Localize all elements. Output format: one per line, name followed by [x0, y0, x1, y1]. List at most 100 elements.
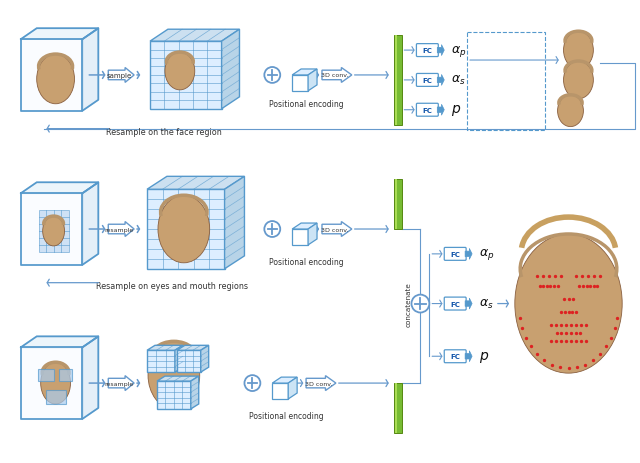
Text: Positional encoding: Positional encoding: [269, 100, 344, 108]
Polygon shape: [175, 345, 183, 372]
Polygon shape: [322, 69, 352, 83]
Text: Resample on eyes and mouth regions: Resample on eyes and mouth regions: [97, 282, 248, 291]
Polygon shape: [437, 75, 444, 86]
Text: FC: FC: [422, 107, 432, 113]
Bar: [467, 33, 545, 130]
Bar: [395, 36, 397, 125]
FancyBboxPatch shape: [444, 350, 466, 363]
Bar: [394, 383, 401, 433]
Text: resample: resample: [104, 381, 134, 386]
Polygon shape: [38, 369, 54, 381]
Text: concatenate: concatenate: [406, 282, 412, 326]
Text: 3D conv.: 3D conv.: [305, 381, 333, 386]
FancyBboxPatch shape: [417, 74, 438, 87]
Text: $p$: $p$: [479, 349, 489, 364]
Polygon shape: [83, 337, 99, 419]
Text: $p$: $p$: [451, 103, 461, 118]
Polygon shape: [45, 390, 65, 405]
Polygon shape: [292, 224, 317, 230]
Text: $\alpha_s$: $\alpha_s$: [479, 297, 493, 311]
Polygon shape: [288, 377, 297, 399]
Polygon shape: [157, 381, 191, 409]
Polygon shape: [465, 249, 472, 260]
Ellipse shape: [36, 55, 74, 105]
Ellipse shape: [515, 234, 622, 373]
Polygon shape: [108, 376, 134, 391]
Polygon shape: [21, 40, 83, 112]
Polygon shape: [21, 29, 99, 40]
Polygon shape: [306, 376, 336, 391]
Text: FC: FC: [451, 301, 460, 307]
FancyBboxPatch shape: [417, 44, 438, 57]
Bar: [394, 180, 401, 230]
Bar: [394, 36, 401, 125]
Polygon shape: [150, 42, 221, 110]
Polygon shape: [292, 230, 308, 245]
Ellipse shape: [165, 53, 195, 91]
Polygon shape: [437, 45, 444, 56]
Ellipse shape: [564, 62, 593, 100]
Text: FC: FC: [422, 78, 432, 84]
Text: resample: resample: [104, 227, 134, 232]
Polygon shape: [157, 376, 199, 381]
Polygon shape: [292, 70, 317, 76]
Text: FC: FC: [422, 48, 432, 54]
Polygon shape: [108, 69, 134, 83]
Polygon shape: [465, 299, 472, 309]
Bar: [395, 383, 397, 433]
Circle shape: [412, 295, 429, 313]
Polygon shape: [308, 224, 317, 245]
Polygon shape: [147, 350, 175, 372]
Text: Positional encoding: Positional encoding: [249, 411, 323, 420]
Polygon shape: [308, 70, 317, 92]
Text: FC: FC: [451, 353, 460, 359]
Polygon shape: [177, 350, 201, 372]
Polygon shape: [272, 383, 288, 399]
Bar: [395, 180, 397, 230]
Circle shape: [244, 375, 260, 391]
Polygon shape: [59, 369, 72, 381]
Text: FC: FC: [451, 251, 460, 257]
Polygon shape: [147, 345, 183, 350]
Polygon shape: [21, 183, 99, 194]
FancyBboxPatch shape: [444, 248, 466, 261]
Ellipse shape: [557, 96, 584, 127]
Polygon shape: [147, 190, 225, 269]
Polygon shape: [272, 377, 297, 383]
Ellipse shape: [41, 363, 70, 404]
Text: Resample on the face region: Resample on the face region: [106, 128, 222, 137]
Ellipse shape: [158, 196, 210, 263]
Text: 3D conv.: 3D conv.: [321, 73, 349, 78]
Text: $\alpha_p$: $\alpha_p$: [479, 247, 495, 262]
Text: Positional encoding: Positional encoding: [269, 257, 344, 266]
Polygon shape: [83, 29, 99, 112]
Ellipse shape: [43, 217, 65, 246]
Polygon shape: [437, 105, 444, 116]
FancyBboxPatch shape: [444, 297, 466, 310]
Polygon shape: [201, 345, 209, 372]
Text: $\alpha_s$: $\alpha_s$: [451, 74, 466, 87]
Polygon shape: [21, 194, 83, 265]
FancyBboxPatch shape: [417, 104, 438, 117]
Polygon shape: [225, 177, 244, 269]
Circle shape: [264, 222, 280, 238]
Polygon shape: [83, 183, 99, 265]
Circle shape: [264, 68, 280, 84]
Ellipse shape: [564, 32, 593, 70]
Polygon shape: [38, 211, 68, 252]
Polygon shape: [177, 345, 209, 350]
Polygon shape: [108, 222, 134, 237]
Polygon shape: [150, 30, 239, 42]
Polygon shape: [221, 30, 239, 110]
Polygon shape: [147, 177, 244, 190]
Text: 3D conv.: 3D conv.: [321, 227, 349, 232]
Polygon shape: [191, 376, 199, 409]
Ellipse shape: [148, 342, 200, 409]
Polygon shape: [21, 348, 83, 419]
Text: sample: sample: [107, 73, 132, 79]
Text: $\alpha_p$: $\alpha_p$: [451, 44, 467, 58]
Polygon shape: [21, 337, 99, 348]
Polygon shape: [292, 76, 308, 92]
Polygon shape: [322, 222, 352, 237]
Polygon shape: [465, 351, 472, 362]
